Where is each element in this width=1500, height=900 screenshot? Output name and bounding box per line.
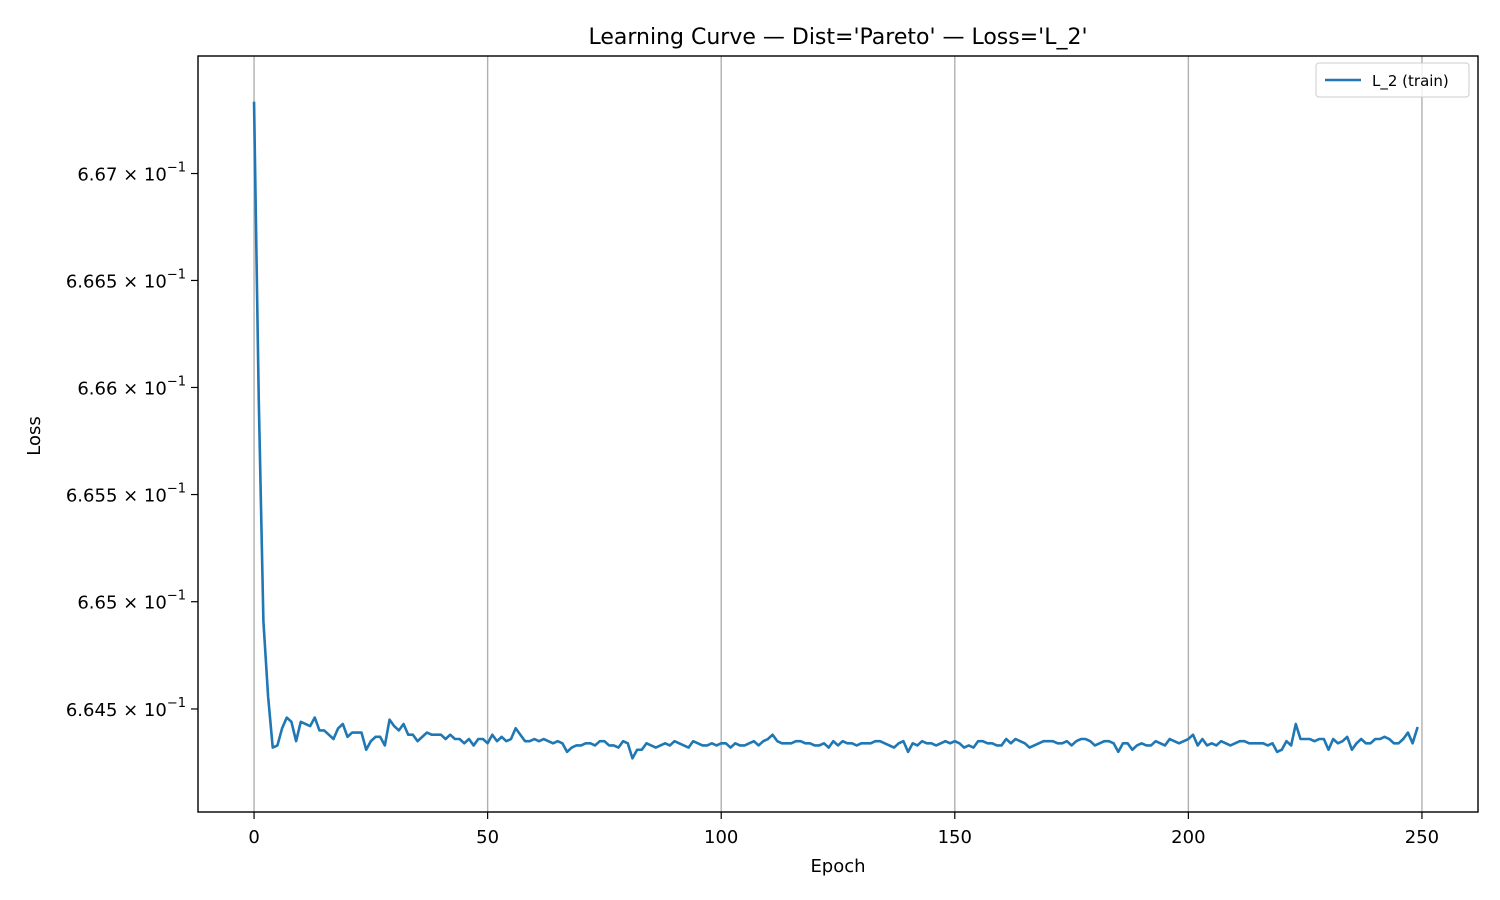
legend-box xyxy=(1315,62,1470,98)
series-line-l2-train xyxy=(252,101,1419,760)
legend-entry-label: L_2 (train) xyxy=(1372,72,1449,91)
plot-series xyxy=(252,101,1419,760)
y-tick-label: 6.65 × 10−1 xyxy=(77,589,186,614)
y-tick-label: 6.665 × 10−1 xyxy=(66,267,186,292)
y-tick-label: 6.67 × 10−1 xyxy=(77,161,186,186)
x-tick-label: 150 xyxy=(938,827,972,848)
y-axis-label: Loss xyxy=(24,416,45,455)
legend: L_2 (train) xyxy=(1315,62,1470,98)
x-tick-label: 250 xyxy=(1405,827,1439,848)
y-axis-ticks: 6.645 × 10−1 6.65 × 10−1 6.655 × 10−1 6.66 … xyxy=(66,161,198,721)
x-tick-label: 200 xyxy=(1171,827,1205,848)
x-tick-label: 0 xyxy=(248,827,259,848)
y-tick-label: 6.645 × 10−1 xyxy=(66,696,186,721)
chart-title: Learning Curve — Dist='Pareto' — Loss='L… xyxy=(588,25,1087,50)
x-tick-label: 50 xyxy=(476,827,499,848)
plot-frame xyxy=(197,55,1479,813)
y-tick-label: 6.66 × 10−1 xyxy=(77,374,186,399)
x-axis-label: Epoch xyxy=(810,856,865,877)
x-axis-ticks: 0 50 100 150 200 250 xyxy=(248,812,1439,848)
x-tick-label: 100 xyxy=(704,827,738,848)
y-tick-label: 6.655 × 10−1 xyxy=(66,482,186,507)
grid-lines xyxy=(253,56,1423,812)
